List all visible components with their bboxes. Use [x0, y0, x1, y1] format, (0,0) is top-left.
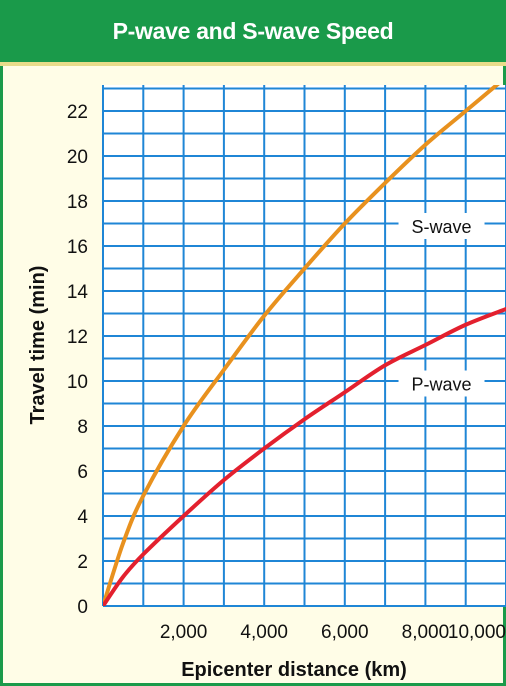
y-tick-label: 8 — [77, 417, 88, 438]
x-tick-label: 6,000 — [321, 622, 369, 643]
tick-label-layer: 0 2 4 6 8 10 12 14 16 18 20 22 2,000 4,000 6,000 8,0001… — [67, 102, 506, 643]
y-tick-label: 18 — [67, 192, 88, 213]
y-tick-label: 10 — [67, 372, 88, 393]
p-wave-label-box — [398, 370, 485, 397]
x-tick-label: 10,000 — [448, 622, 506, 643]
y-tick-label: 14 — [67, 282, 89, 303]
s-wave-line — [103, 85, 500, 606]
grid-layer — [102, 85, 506, 607]
chart-title: P-wave and S-wave Speed — [0, 0, 506, 62]
x-tick-label: 8,000 — [402, 622, 450, 643]
p-wave-line — [103, 307, 506, 606]
y-tick-label: 4 — [77, 507, 88, 528]
title-divider — [0, 62, 506, 66]
y-tick-label: 22 — [67, 102, 88, 123]
s-wave-label: S-wave — [412, 217, 472, 237]
y-axis-title: Travel time (min) — [27, 266, 49, 425]
x-tick-label: 4,000 — [240, 622, 288, 643]
x-tick-label: 2,000 — [160, 622, 208, 643]
series-label-layer: S-wave P-wave — [398, 213, 485, 397]
series-curves — [103, 85, 506, 606]
s-wave-label-box — [398, 213, 485, 239]
y-tick-label: 6 — [77, 462, 88, 483]
p-wave-label: P-wave — [412, 375, 472, 395]
y-tick-label: 20 — [67, 147, 88, 168]
y-tick-label: 0 — [77, 597, 88, 618]
x-axis-title: Epicenter distance (km) — [181, 659, 407, 681]
y-tick-label: 16 — [67, 237, 88, 258]
y-tick-label: 2 — [77, 552, 88, 573]
series-layer — [103, 85, 506, 606]
y-tick-label: 12 — [67, 327, 88, 348]
